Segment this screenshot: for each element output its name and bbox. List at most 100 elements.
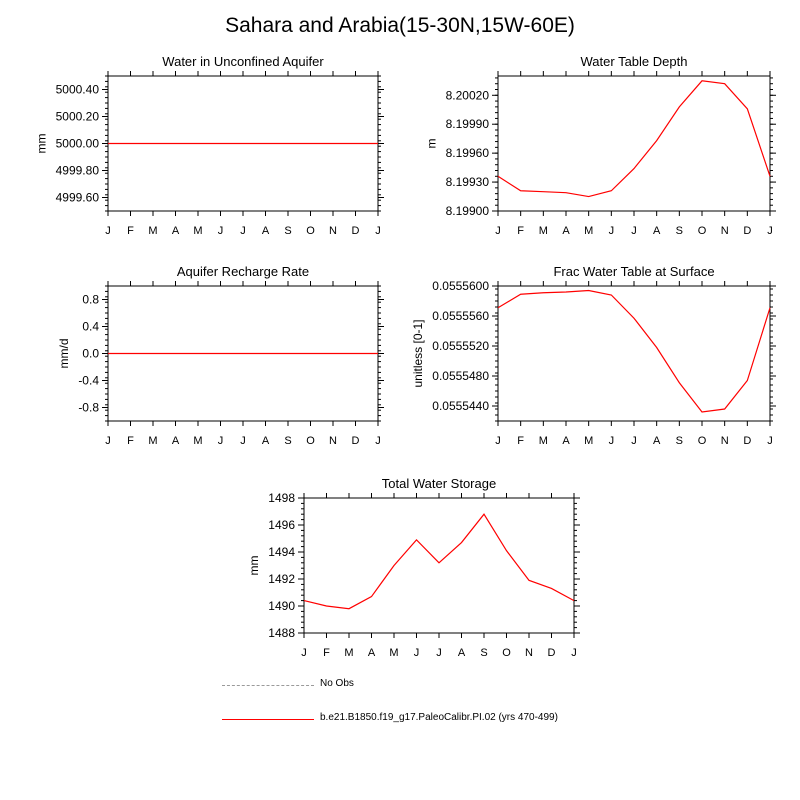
x-tick-label: J [571,647,577,659]
chart-water-table-depth: Water Table Depth J F M A M J J A S O N D J 8.19900 8.1… [424,54,776,237]
legend-label-no-obs: No Obs [320,678,354,689]
y-tick-label: 0.0555600 [432,279,489,293]
x-tick-label: A [368,647,376,659]
x-tick-label: D [352,225,360,237]
x-tick-label: J [767,225,773,237]
y-tick-label: 0.4 [82,320,99,334]
x-tick-label: F [127,225,134,237]
chart-aquifer-recharge-rate: Aquifer Recharge Rate J F M A M J J A S O N D J -0.8 -0… [57,264,384,447]
x-tick-label: D [352,435,360,447]
x-tick-label: N [721,225,729,237]
x-tick-label: N [329,435,337,447]
y-tick-label: 0.0 [82,347,99,361]
chart-title: Aquifer Recharge Rate [177,264,309,279]
x-tick-label: F [127,435,134,447]
legend-swatch-dashed [222,685,314,686]
x-tick-label: D [548,647,556,659]
x-tick-label: D [743,435,751,447]
x-tick-label: M [584,225,593,237]
x-tick-label: J [218,225,224,237]
x-tick-label: J [301,647,307,659]
x-tick-label: S [480,647,487,659]
x-tick-label: N [721,435,729,447]
y-tick-label: 8.20020 [446,88,490,102]
x-tick-label: A [172,435,180,447]
chart-title: Water Table Depth [581,54,688,69]
y-tick-label: 1496 [268,518,295,532]
y-tick-label: 0.0555480 [432,369,489,383]
y-tick-label: 1490 [268,599,295,613]
x-tick-label: M [389,647,398,659]
series-line [303,513,575,610]
x-tick-label: M [148,225,157,237]
x-tick-label: A [458,647,466,659]
x-tick-label: S [676,225,683,237]
y-tick-label: 0.0555560 [432,309,489,323]
x-tick-label: J [105,225,111,237]
y-tick-label: 8.19930 [446,175,490,189]
x-tick-label: O [306,225,315,237]
y-axis-label: mm [34,134,48,154]
x-tick-label: D [743,225,751,237]
x-tick-label: J [414,647,420,659]
chart-water-in-unconfined-aquifer: Water in Unconfined Aquifer J F M A M J J A S O N D J… [34,54,384,237]
x-tick-label: M [148,435,157,447]
x-tick-label: J [609,225,615,237]
y-tick-label: 8.19900 [446,204,490,218]
y-tick-label: 8.19960 [446,146,490,160]
y-tick-label: 1498 [268,491,295,505]
legend-swatch-solid [222,719,314,720]
legend-entry-model: b.e21.B1850.f19_g17.PaleoCalibr.PI.02 (y… [222,710,782,730]
x-tick-label: J [375,225,381,237]
chart-frac-water-table-at-surface: Frac Water Table at Surface J F M A M J J A S O N D J… [411,264,776,447]
x-tick-label: A [172,225,180,237]
x-tick-label: A [653,435,661,447]
y-tick-label: 0.8 [82,293,99,307]
x-tick-label: J [767,435,773,447]
y-tick-label: -0.8 [78,401,99,415]
x-tick-label: S [284,225,291,237]
x-tick-label: O [502,647,511,659]
chart-title: Frac Water Table at Surface [553,264,714,279]
y-axis-label: m [424,139,438,149]
y-tick-label: -0.4 [78,374,99,388]
y-tick-label: 0.0555440 [432,399,489,413]
chart-title: Total Water Storage [382,476,496,491]
y-tick-label: 5000.40 [56,83,100,97]
y-axis-label: mm/d [57,339,71,369]
series-line [497,80,771,198]
plot-frame [303,497,575,634]
legend-label-model: b.e21.B1850.f19_g17.PaleoCalibr.PI.02 (y… [320,712,558,723]
x-tick-label: J [609,435,615,447]
y-tick-label: 4999.60 [56,191,100,205]
y-tick-label: 5000.00 [56,137,100,151]
x-tick-label: M [539,435,548,447]
x-tick-label: O [698,225,707,237]
x-tick-label: M [193,225,202,237]
x-tick-label: N [329,225,337,237]
x-tick-label: A [262,435,270,447]
y-axis-label: mm [247,556,261,576]
x-tick-label: S [284,435,291,447]
x-tick-label: A [562,225,570,237]
y-tick-label: 0.0555520 [432,339,489,353]
plot-frame [497,75,771,212]
x-tick-label: F [323,647,330,659]
x-tick-label: J [495,225,501,237]
y-tick-label: 8.19990 [446,117,490,131]
x-tick-label: A [262,225,270,237]
x-tick-label: J [631,225,637,237]
chart-total-water-storage: Total Water Storage J F M A M J J A S O N D J 1488 1490… [247,476,580,659]
x-tick-label: J [631,435,637,447]
x-tick-label: M [539,225,548,237]
chart-title: Water in Unconfined Aquifer [162,54,324,69]
x-tick-label: J [105,435,111,447]
y-axis-label: unitless [0-1] [411,319,425,387]
y-tick-label: 1488 [268,626,295,640]
x-tick-label: M [584,435,593,447]
x-tick-label: M [193,435,202,447]
figure-title: Sahara and Arabia(15-30N,15W-60E) [225,14,575,37]
x-tick-label: J [218,435,224,447]
y-tick-label: 1492 [268,572,295,586]
